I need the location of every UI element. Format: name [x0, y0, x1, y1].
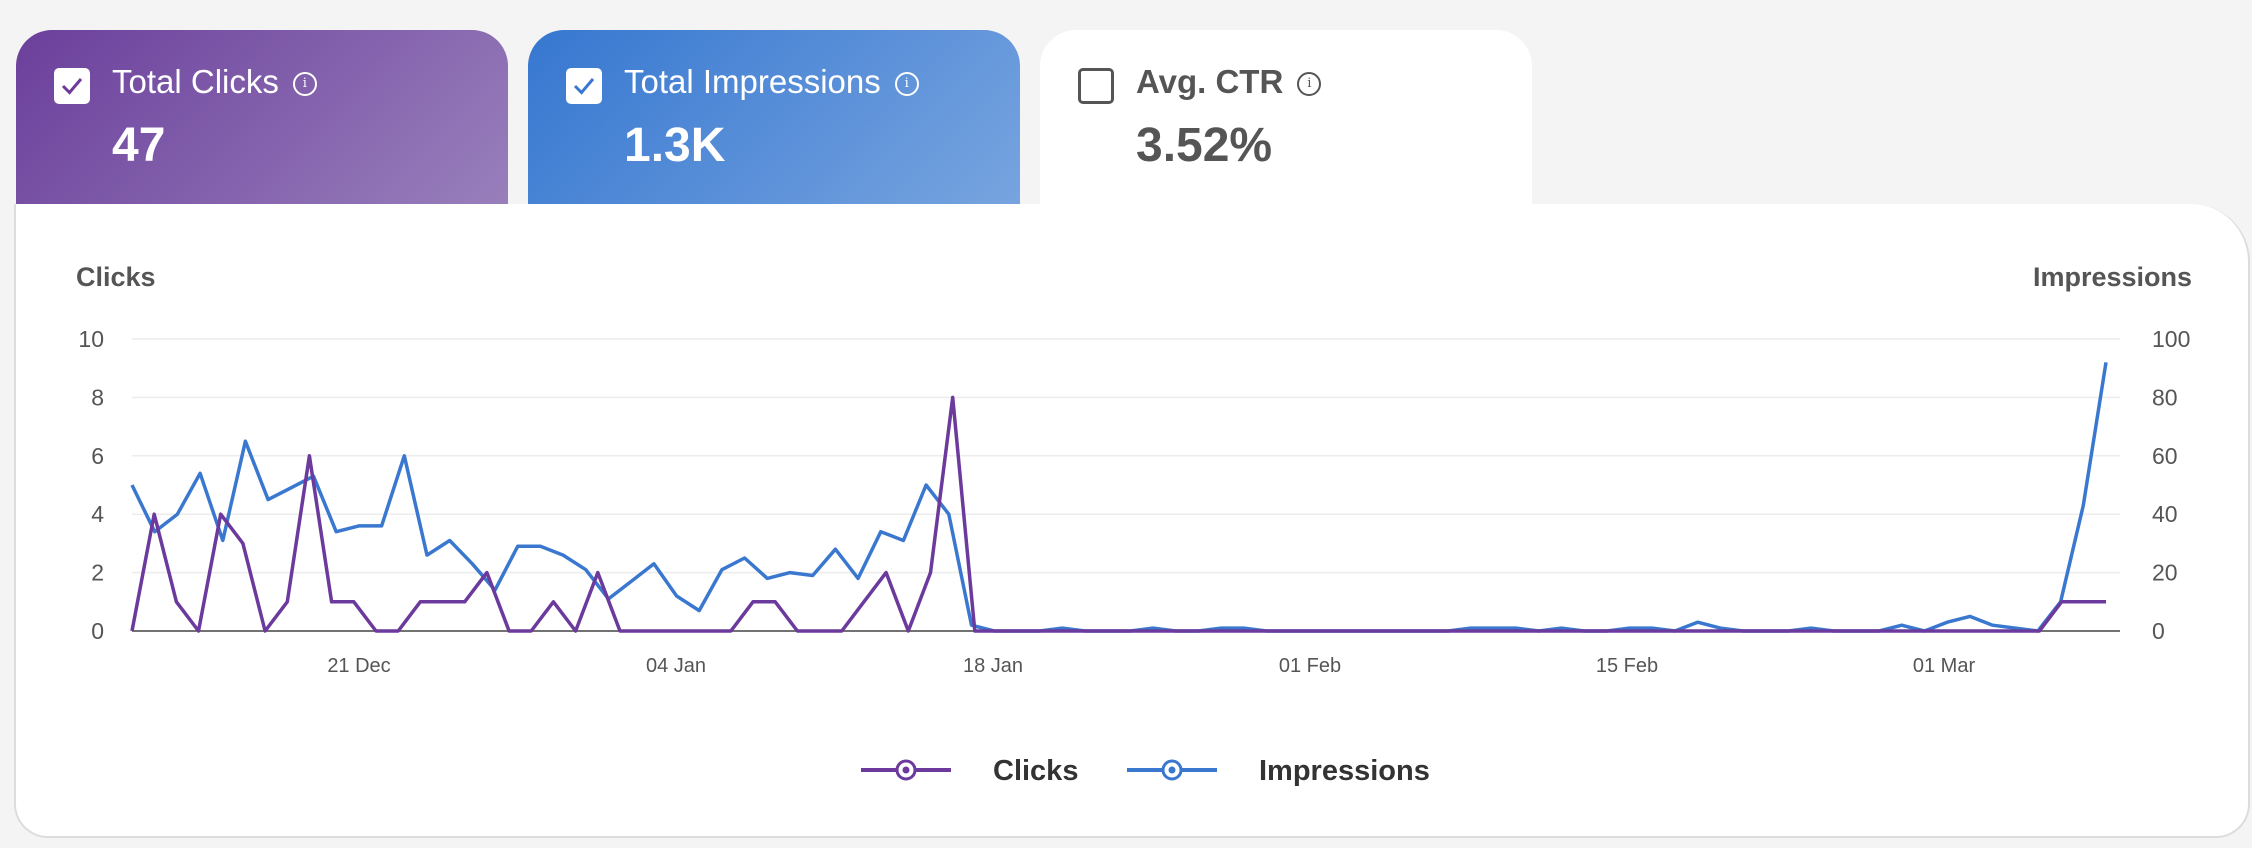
- total-impressions-label: Total Impressions: [624, 63, 881, 100]
- clicks-series-line: [130, 395, 2106, 633]
- legend-marker-dot: [902, 766, 910, 774]
- avg-ctr-label: Avg. CTR: [1136, 63, 1284, 100]
- left-tick-label: 2: [91, 560, 104, 586]
- left-axis-title: Clicks: [76, 262, 156, 292]
- legend-item-clicks[interactable]: Clicks: [861, 755, 1078, 787]
- left-tick-label: 10: [78, 326, 104, 352]
- left-tick-label: 6: [91, 443, 104, 469]
- total-clicks-value: 47: [112, 119, 166, 172]
- x-tick-label: 04 Jan: [646, 655, 706, 677]
- right-tick-label: 80: [2152, 384, 2178, 410]
- avg-ctr-checkbox[interactable]: [1078, 68, 1114, 104]
- check-icon: [573, 78, 595, 95]
- left-tick-label: 8: [91, 384, 104, 410]
- impressions-series-line: [130, 362, 2108, 633]
- x-tick-label: 21 Dec: [327, 655, 390, 677]
- left-tick-label: 0: [91, 618, 104, 644]
- avg-ctr-value: 3.52%: [1136, 119, 1273, 172]
- right-tick-label: 0: [2152, 618, 2165, 644]
- left-tick-label: 4: [91, 501, 104, 527]
- grid-lines: [132, 338, 2120, 574]
- right-tick-label: 60: [2152, 443, 2178, 469]
- total-clicks-card[interactable]: Total Clicks i 47: [16, 30, 508, 230]
- legend-label: Impressions: [1259, 755, 1430, 787]
- legend-item-impressions[interactable]: Impressions: [1127, 755, 1430, 787]
- chart-panel: Clicks Impressions 0 2 4 6 8 10 0 20 40 60 80 100 …: [14, 204, 2250, 838]
- series-lines: [130, 362, 2108, 633]
- info-icon[interactable]: i: [894, 72, 919, 96]
- left-axis-ticks: 0 2 4 6 8 10: [78, 326, 104, 644]
- x-axis-ticks: 21 Dec 04 Jan 18 Jan 01 Feb 15 Feb 01 Mar: [327, 655, 1975, 677]
- x-tick-label: 01 Mar: [1913, 655, 1976, 677]
- legend-label: Clicks: [993, 755, 1078, 787]
- right-axis-title: Impressions: [2033, 262, 2192, 292]
- total-impressions-checkbox[interactable]: [566, 68, 602, 104]
- info-icon[interactable]: i: [292, 72, 317, 96]
- right-tick-label: 40: [2152, 501, 2178, 527]
- total-clicks-label: Total Clicks: [112, 63, 279, 100]
- right-axis-ticks: 0 20 40 60 80 100: [2152, 326, 2190, 644]
- right-tick-label: 20: [2152, 560, 2178, 586]
- x-tick-label: 15 Feb: [1596, 655, 1658, 677]
- total-impressions-card[interactable]: Total Impressions i 1.3K: [528, 30, 1020, 230]
- legend-marker-dot: [1168, 766, 1176, 774]
- total-clicks-checkbox[interactable]: [54, 68, 90, 104]
- x-tick-label: 18 Jan: [963, 655, 1023, 677]
- info-icon[interactable]: i: [1297, 72, 1322, 96]
- legend[interactable]: Clicks Impressions: [861, 755, 1430, 787]
- total-impressions-value: 1.3K: [624, 119, 726, 172]
- avg-ctr-card[interactable]: Avg. CTR i 3.52%: [1040, 30, 1532, 230]
- check-icon: [61, 78, 83, 95]
- right-tick-label: 100: [2152, 326, 2190, 352]
- x-tick-label: 01 Feb: [1279, 655, 1341, 677]
